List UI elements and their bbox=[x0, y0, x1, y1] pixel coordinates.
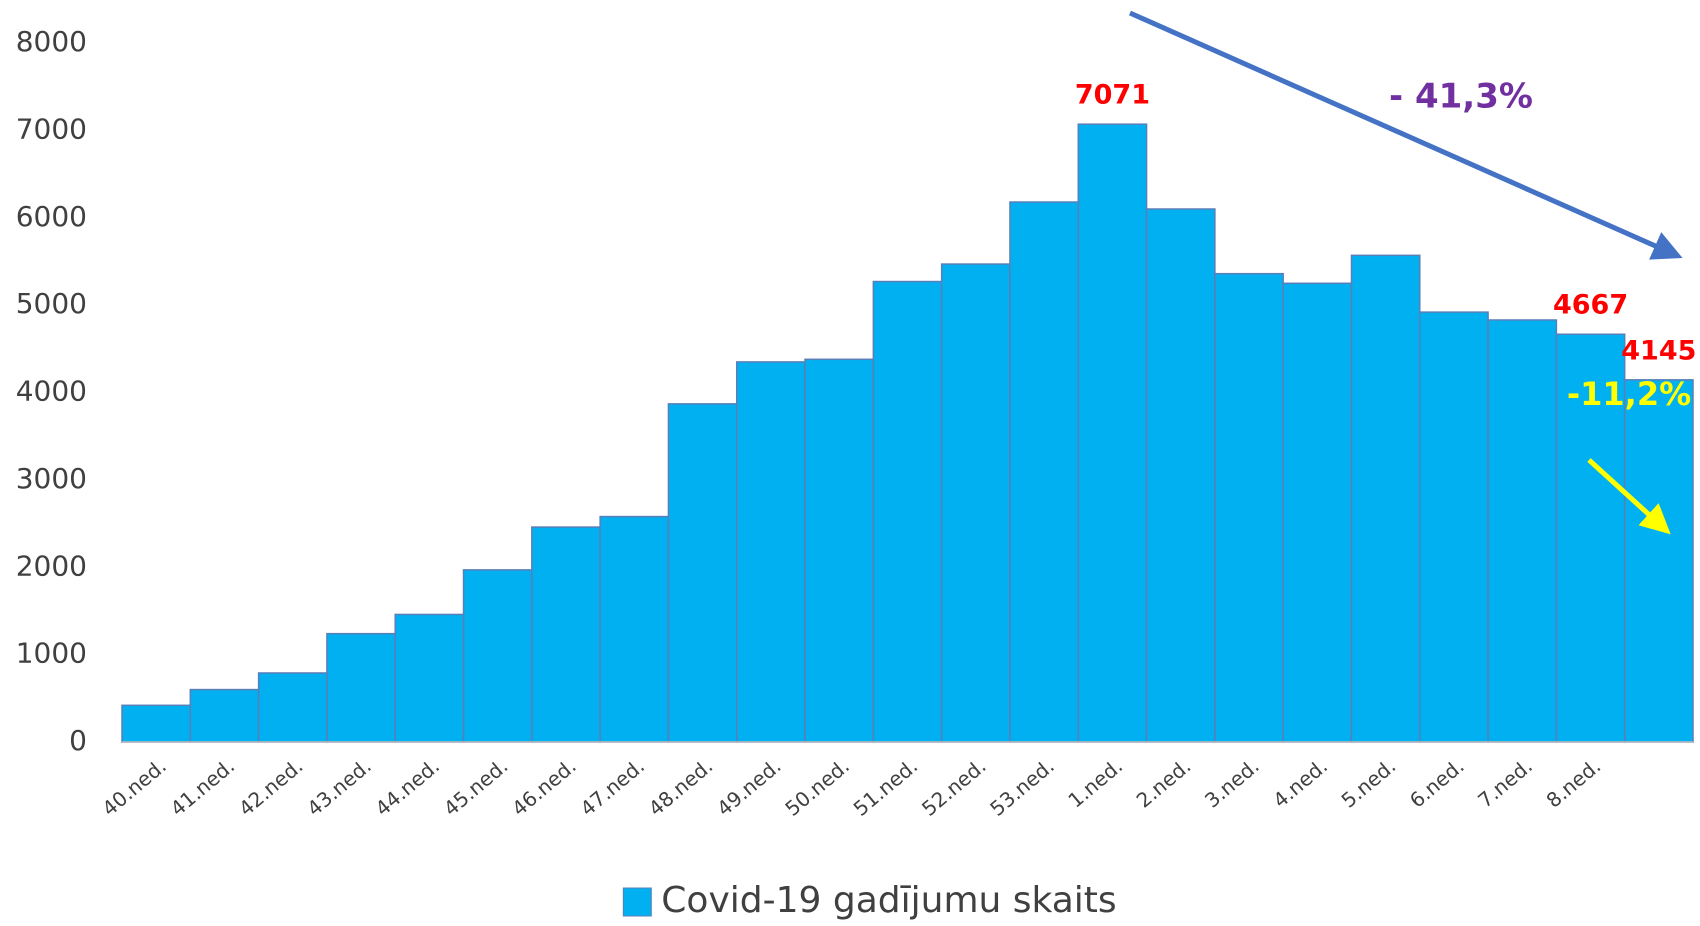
x-tick-label: 42.ned. bbox=[234, 754, 308, 821]
bar bbox=[531, 526, 601, 743]
y-tick-label: 4000 bbox=[16, 375, 87, 408]
y-tick-label: 5000 bbox=[16, 287, 87, 320]
change-arrow bbox=[1587, 458, 1671, 535]
legend-swatch bbox=[622, 887, 652, 917]
y-tick-label: 6000 bbox=[16, 200, 87, 233]
x-tick-label: 46.ned. bbox=[507, 754, 581, 821]
x-tick-label: 49.ned. bbox=[712, 754, 786, 821]
bar bbox=[1282, 282, 1353, 743]
bar bbox=[326, 632, 396, 743]
bar bbox=[804, 358, 875, 743]
bar bbox=[1214, 272, 1284, 743]
x-tick-label: 52.ned. bbox=[917, 754, 991, 821]
bar bbox=[1077, 123, 1148, 743]
legend-label: Covid-19 gadījumu skaits bbox=[661, 880, 1116, 921]
x-tick-label: 7.ned. bbox=[1473, 754, 1537, 813]
x-tick-label: 5.ned. bbox=[1337, 754, 1401, 813]
x-tick-label: 51.ned. bbox=[849, 754, 923, 821]
bar bbox=[667, 403, 738, 743]
bar bbox=[940, 263, 1011, 743]
x-tick-label: 48.ned. bbox=[644, 754, 718, 821]
x-tick-label: 1.ned. bbox=[1063, 754, 1127, 813]
y-tick-label: 2000 bbox=[16, 549, 87, 582]
annotation: - 41,3% bbox=[1389, 77, 1533, 117]
legend: Covid-19 gadījumu skaits bbox=[622, 880, 1117, 921]
y-tick-label: 0 bbox=[69, 724, 87, 757]
annotation: -11,2% bbox=[1567, 375, 1691, 413]
bar bbox=[1009, 201, 1080, 743]
x-tick-label: 50.ned. bbox=[780, 754, 854, 821]
x-tick-label: 44.ned. bbox=[371, 754, 445, 821]
x-tick-label: 53.ned. bbox=[985, 754, 1059, 821]
y-tick-label: 7000 bbox=[16, 112, 87, 145]
x-tick-label: 45.ned. bbox=[439, 754, 513, 821]
x-tick-label: 47.ned. bbox=[576, 754, 650, 821]
bar bbox=[1623, 379, 1694, 743]
bar bbox=[1145, 208, 1216, 743]
x-tick-label: 43.ned. bbox=[302, 754, 376, 821]
data-label: 4145 bbox=[1621, 335, 1696, 366]
y-tick-label: 3000 bbox=[16, 462, 87, 495]
x-tick-label: 6.ned. bbox=[1405, 754, 1469, 813]
x-tick-label: 41.ned. bbox=[166, 754, 240, 821]
bar bbox=[394, 613, 465, 743]
y-tick-label: 8000 bbox=[16, 25, 87, 58]
x-tick-label: 8.ned. bbox=[1542, 754, 1606, 813]
bar bbox=[462, 569, 533, 743]
x-tick-label: 4.ned. bbox=[1268, 754, 1332, 813]
bar bbox=[257, 672, 328, 743]
y-tick-label: 1000 bbox=[16, 637, 87, 670]
x-tick-label: 2.ned. bbox=[1132, 754, 1196, 813]
x-tick-label: 40.ned. bbox=[97, 754, 171, 821]
x-tick-label: 3.ned. bbox=[1200, 754, 1264, 813]
bar bbox=[1487, 319, 1558, 743]
trend-arrow bbox=[1128, 10, 1683, 260]
bar bbox=[1350, 254, 1421, 743]
data-label: 4667 bbox=[1553, 290, 1628, 321]
bar bbox=[189, 688, 260, 743]
bar bbox=[872, 280, 943, 743]
bar bbox=[735, 361, 806, 743]
bar bbox=[1419, 311, 1489, 743]
data-label: 7071 bbox=[1075, 80, 1150, 111]
bar bbox=[121, 704, 192, 743]
bar bbox=[599, 515, 670, 743]
